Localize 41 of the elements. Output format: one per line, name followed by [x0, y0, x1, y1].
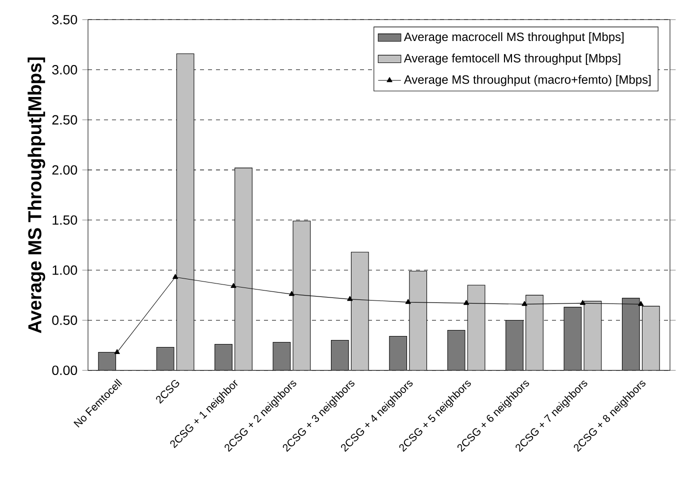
bar [351, 252, 369, 370]
y-axis-title: Average MS Throughput[Mbps] [28, 57, 46, 334]
y-tick-label: 0.00 [52, 366, 78, 376]
bar [331, 340, 349, 370]
bar [526, 295, 544, 370]
bar [564, 307, 582, 370]
point [288, 290, 295, 296]
point [463, 300, 470, 305]
point [638, 300, 644, 306]
bar [622, 298, 640, 370]
y-tick-label: 2.50 [52, 115, 78, 125]
y-tick-label: 3.00 [52, 65, 78, 74]
bar [448, 330, 465, 370]
legend-label: Average MS throughput (macro+femto) [Mbps] [404, 74, 651, 86]
bar [214, 344, 232, 370]
bar [176, 54, 194, 370]
point [172, 274, 178, 279]
bar [389, 336, 407, 370]
y-tick-label: 2.00 [52, 165, 78, 175]
legend-label: Average macrocell MS throughput [Mbps] [404, 32, 624, 44]
bar [293, 221, 310, 370]
bar [584, 301, 602, 370]
bar [506, 320, 524, 370]
y-tick-label: 1.00 [52, 265, 78, 275]
bar [642, 306, 660, 370]
bar [468, 285, 485, 370]
bar [234, 168, 252, 370]
y-tick-label: 3.50 [52, 14, 78, 24]
point [405, 298, 411, 304]
point [580, 300, 586, 305]
point [114, 349, 120, 354]
bar [409, 271, 427, 370]
point [230, 282, 236, 288]
bar [156, 347, 174, 370]
bar [273, 342, 290, 370]
y-tick-label: 0.50 [52, 316, 78, 325]
point [522, 300, 528, 306]
point [347, 296, 353, 301]
bar [98, 352, 116, 370]
legend-label: Average femtocell MS throughput [Mbps] [404, 54, 620, 65]
y-tick-label: 1.50 [52, 215, 78, 225]
